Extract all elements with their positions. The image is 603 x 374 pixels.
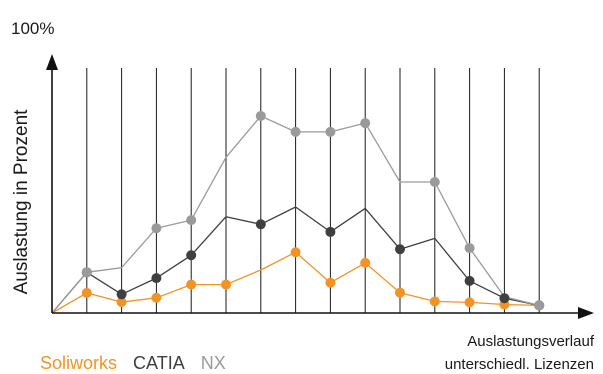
legend: Soliworks CATIA NX — [40, 353, 226, 373]
point-soliworks — [151, 292, 162, 303]
point-nx — [81, 267, 92, 278]
point-soliworks — [360, 257, 371, 268]
point-nx — [255, 110, 266, 121]
series-line-catia — [51, 206, 540, 314]
point-soliworks — [464, 297, 475, 308]
point-catia — [255, 219, 266, 230]
point-catia — [395, 244, 405, 255]
point-catia — [151, 273, 162, 284]
point-soliworks — [395, 287, 405, 298]
axes — [46, 54, 594, 319]
point-nx — [151, 223, 162, 234]
grid-lines — [86, 68, 540, 313]
point-catia — [186, 250, 197, 261]
point-nx — [429, 177, 440, 188]
point-soliworks — [116, 297, 127, 308]
point-soliworks — [186, 279, 197, 290]
x-axis-arrow — [578, 307, 594, 319]
x-axis-title-line1: Auslastungsverlauf — [467, 333, 595, 350]
point-nx — [534, 300, 545, 311]
legend-item-catia: CATIA — [133, 353, 185, 373]
y-axis-top-label: 100% — [11, 19, 54, 38]
legend-item-nx: NX — [201, 353, 226, 373]
x-axis-title-line2: unterschiedl. Lizenzen — [445, 356, 594, 373]
point-soliworks — [290, 247, 301, 258]
y-axis-title: Auslastung in Prozent — [11, 109, 32, 295]
point-nx — [186, 215, 197, 226]
point-nx — [290, 126, 301, 137]
point-nx — [325, 126, 336, 137]
point-soliworks — [325, 277, 336, 288]
y-axis-arrow — [46, 54, 58, 70]
series-markers — [81, 110, 545, 311]
legend-item-soliworks: Soliworks — [40, 353, 117, 373]
point-catia — [499, 293, 510, 304]
point-nx — [464, 243, 475, 254]
point-catia — [464, 275, 475, 286]
point-catia — [116, 289, 127, 300]
point-soliworks — [81, 287, 92, 298]
point-nx — [360, 118, 371, 129]
point-catia — [325, 226, 336, 237]
point-soliworks — [429, 296, 440, 307]
point-soliworks — [221, 279, 231, 290]
